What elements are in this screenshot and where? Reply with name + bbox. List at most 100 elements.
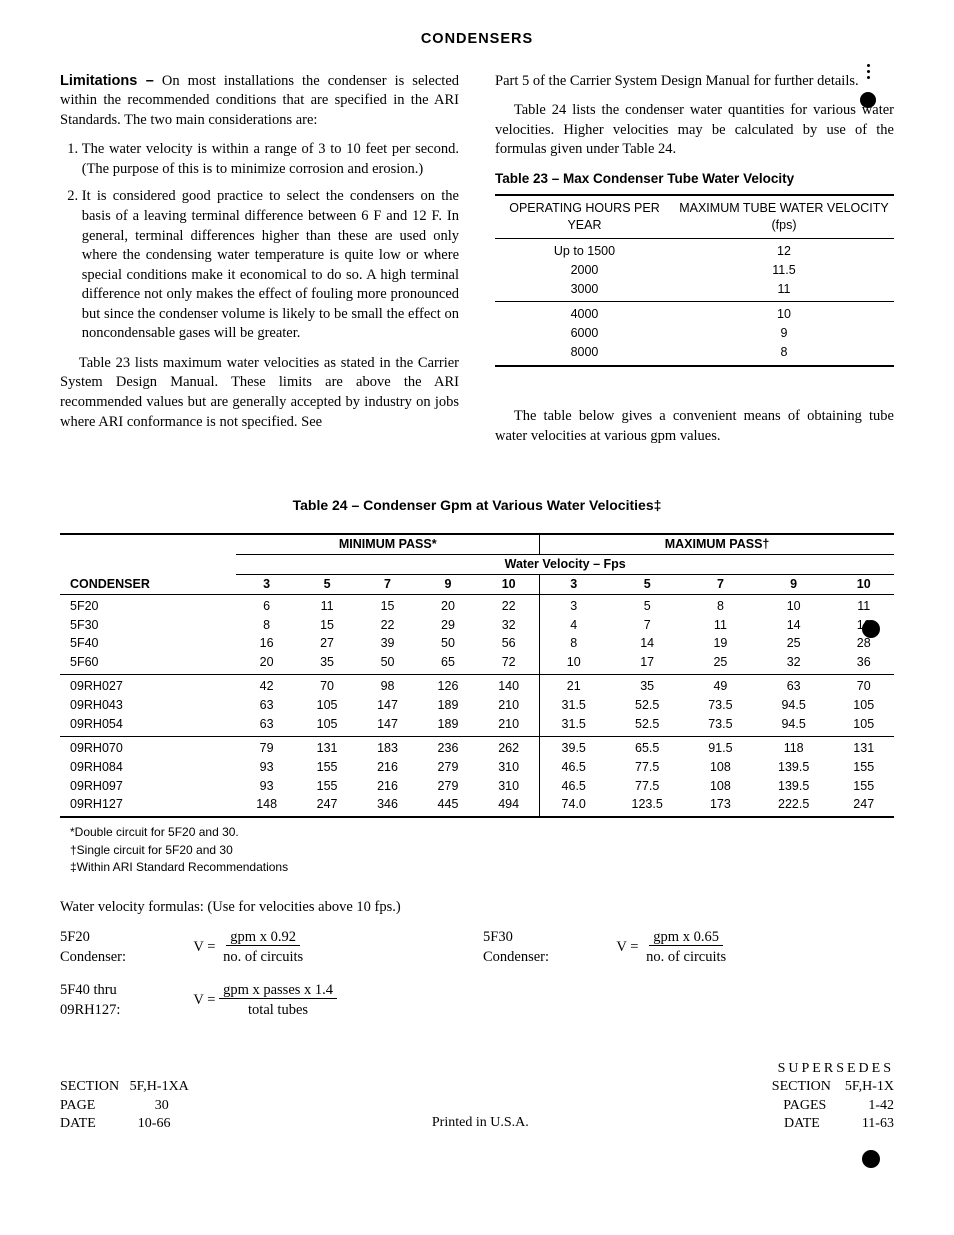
t24-value-cell: 14: [754, 616, 834, 635]
t24-value-cell: 105: [297, 715, 357, 736]
t24-value-cell: 39: [357, 634, 417, 653]
t24-value-cell: 279: [418, 758, 478, 777]
t24-value-cell: 210: [478, 696, 539, 715]
t24-value-cell: 210: [478, 715, 539, 736]
t24-condenser-cell: 09RH070: [60, 736, 236, 757]
t24-value-cell: 52.5: [607, 696, 687, 715]
t24-value-cell: 310: [478, 758, 539, 777]
t24-value-cell: 279: [418, 777, 478, 796]
t24-value-cell: 216: [357, 777, 417, 796]
t24-value-cell: 222.5: [754, 795, 834, 817]
t24-value-cell: 63: [754, 675, 834, 696]
t24-header-maxpass: MAXIMUM PASS†: [540, 534, 894, 554]
t24-value-cell: 155: [297, 758, 357, 777]
para-part5: Part 5 of the Carrier System Design Manu…: [495, 72, 894, 92]
t24-value-cell: 11: [833, 594, 894, 615]
t24-value-cell: 73.5: [687, 715, 754, 736]
t24-value-cell: 8: [236, 616, 296, 635]
t24-value-cell: 494: [478, 795, 539, 817]
right-column: Part 5 of the Carrier System Design Manu…: [495, 72, 894, 457]
t24-header-velocity: Water Velocity – Fps: [236, 554, 894, 574]
t24-value-cell: 155: [297, 777, 357, 796]
table23-caption: Table 23 – Max Condenser Tube Water Velo…: [495, 170, 894, 188]
t24-value-cell: 63: [236, 696, 296, 715]
formula-grid: 5F20Condenser: V = gpm x 0.92no. of circ…: [60, 928, 894, 1020]
considerations-list: The water velocity is within a range of …: [60, 140, 459, 344]
t24-value-cell: 56: [478, 634, 539, 653]
t24-value-cell: 11: [297, 594, 357, 615]
t24-value-cell: 25: [687, 653, 754, 674]
t24-value-cell: 126: [418, 675, 478, 696]
t23-header-velocity: MAXIMUM TUBE WATER VELOCITY (fps): [674, 195, 894, 238]
t24-value-cell: 94.5: [754, 696, 834, 715]
t24-value-cell: 310: [478, 777, 539, 796]
t24-header-condenser: CONDENSER: [60, 534, 236, 594]
t24-value-cell: 25: [754, 634, 834, 653]
t24-value-cell: 8: [540, 634, 608, 653]
t24-value-cell: 21: [540, 675, 608, 696]
t24-value-cell: 29: [418, 616, 478, 635]
t24-value-cell: 131: [833, 736, 894, 757]
t24-value-cell: 189: [418, 715, 478, 736]
t24-value-cell: 73.5: [687, 696, 754, 715]
t24-value-cell: 20: [236, 653, 296, 674]
footer-left: SECTION 5F,H-1XA PAGE 30 DATE 10-66: [60, 1078, 189, 1133]
t24-value-cell: 155: [833, 758, 894, 777]
t24-value-cell: 189: [418, 696, 478, 715]
left-column: Limitations – On most installations the …: [60, 72, 459, 457]
t24-value-cell: 14: [607, 634, 687, 653]
t24-value-cell: 93: [236, 777, 296, 796]
t24-value-cell: 147: [357, 715, 417, 736]
t24-value-cell: 236: [418, 736, 478, 757]
t24-value-cell: 155: [833, 777, 894, 796]
t24-value-cell: 72: [478, 653, 539, 674]
t24-value-cell: 108: [687, 758, 754, 777]
t24-value-cell: 17: [607, 653, 687, 674]
t24-value-cell: 147: [357, 696, 417, 715]
table24: CONDENSER MINIMUM PASS* MAXIMUM PASS† Wa…: [60, 533, 894, 818]
t24-value-cell: 10: [754, 594, 834, 615]
t24-value-cell: 7: [607, 616, 687, 635]
t24-value-cell: 22: [478, 594, 539, 615]
t24-value-cell: 65: [418, 653, 478, 674]
t24-value-cell: 42: [236, 675, 296, 696]
t24-value-cell: 262: [478, 736, 539, 757]
t24-value-cell: 445: [418, 795, 478, 817]
t24-value-cell: 93: [236, 758, 296, 777]
t24-value-cell: 22: [357, 616, 417, 635]
t24-value-cell: 216: [357, 758, 417, 777]
formula-5f40: V = gpm x passes x 1.4total tubes: [193, 981, 471, 1020]
t24-value-cell: 35: [297, 653, 357, 674]
t24-value-cell: 108: [687, 777, 754, 796]
table24-footnotes: *Double circuit for 5F20 and 30. †Single…: [70, 824, 894, 876]
t24-value-cell: 50: [357, 653, 417, 674]
t24-value-cell: 105: [297, 696, 357, 715]
t24-condenser-cell: 09RH127: [60, 795, 236, 817]
t24-value-cell: 4: [540, 616, 608, 635]
t24-value-cell: 39.5: [540, 736, 608, 757]
t23-header-hours: OPERATING HOURS PER YEAR: [495, 195, 674, 238]
t24-value-cell: 11: [687, 616, 754, 635]
formula-5f30-label: 5F30Condenser:: [483, 928, 604, 967]
decorative-dot: [862, 1150, 880, 1168]
t24-condenser-cell: 5F40: [60, 634, 236, 653]
t24-condenser-cell: 09RH027: [60, 675, 236, 696]
t24-value-cell: 15: [357, 594, 417, 615]
t24-value-cell: 49: [687, 675, 754, 696]
t24-value-cell: 46.5: [540, 777, 608, 796]
t24-value-cell: 3: [540, 594, 608, 615]
t24-value-cell: 31.5: [540, 696, 608, 715]
para-table24-intro: Table 24 lists the condenser water quant…: [495, 101, 894, 160]
limitations-intro: Limitations – On most installations the …: [60, 72, 459, 131]
formula-5f20-label: 5F20Condenser:: [60, 928, 181, 967]
table24-section: Table 24 – Condenser Gpm at Various Wate…: [60, 496, 894, 876]
t24-value-cell: 31.5: [540, 715, 608, 736]
formula-5f40-label: 5F40 thru09RH127:: [60, 981, 181, 1020]
t24-value-cell: 139.5: [754, 777, 834, 796]
t24-value-cell: 36: [833, 653, 894, 674]
t24-value-cell: 5: [607, 594, 687, 615]
t24-condenser-cell: 5F60: [60, 653, 236, 674]
t24-value-cell: 94.5: [754, 715, 834, 736]
decorative-dot: [862, 620, 880, 638]
t24-value-cell: 35: [607, 675, 687, 696]
